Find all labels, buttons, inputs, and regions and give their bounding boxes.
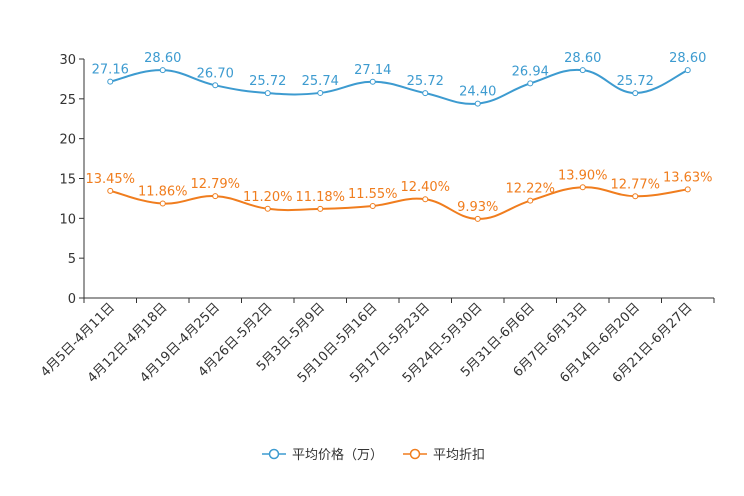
data-point[interactable] xyxy=(107,78,114,85)
axes: 0510152025304月5日-4月11日4月12日-4月18日4月19日-4… xyxy=(38,53,715,386)
data-label: 9.93% xyxy=(457,200,498,215)
data-label: 13.63% xyxy=(663,170,713,185)
data-label: 12.79% xyxy=(190,177,240,192)
legend-label: 平均折扣 xyxy=(433,448,485,463)
data-point[interactable] xyxy=(474,215,481,222)
data-label: 12.40% xyxy=(400,180,450,195)
data-label: 11.86% xyxy=(138,185,188,200)
legend: 平均价格（万） 平均折扣 xyxy=(262,447,485,463)
y-tick-label: 30 xyxy=(59,53,76,68)
data-point[interactable] xyxy=(317,205,324,212)
data-label: 11.20% xyxy=(243,190,293,205)
data-label: 24.40 xyxy=(459,85,496,100)
data-label: 11.18% xyxy=(295,190,345,205)
data-label: 13.45% xyxy=(85,172,135,187)
legend-item-1[interactable]: 平均价格（万） xyxy=(262,447,383,463)
data-label: 27.14 xyxy=(354,63,391,78)
data-point[interactable] xyxy=(369,78,376,85)
data-label: 12.22% xyxy=(505,182,555,197)
legend-marker-icon xyxy=(409,448,421,460)
data-point[interactable] xyxy=(684,186,691,193)
data-point[interactable] xyxy=(632,90,639,97)
series-2: 13.45%11.86% 12.79%11.20% 11.18% 11.55% 12.4… xyxy=(85,168,713,222)
data-point[interactable] xyxy=(422,196,429,203)
data-point[interactable] xyxy=(474,100,481,107)
y-tick-label: 25 xyxy=(59,93,76,108)
data-point[interactable] xyxy=(527,80,534,87)
data-label: 11.55% xyxy=(348,187,398,202)
data-point[interactable] xyxy=(317,89,324,96)
legend-marker-icon xyxy=(268,448,280,460)
series-layer: 27.16 28.60 26.70 25.72 25.74 27.14 25.72 24.40… xyxy=(85,51,713,222)
data-label: 25.72 xyxy=(407,74,444,89)
data-point[interactable] xyxy=(159,200,166,207)
legend-item-2[interactable]: 平均折扣 xyxy=(403,448,485,463)
data-point[interactable] xyxy=(684,67,691,74)
data-point[interactable] xyxy=(369,202,376,209)
data-label: 28.60 xyxy=(669,51,706,66)
data-point[interactable] xyxy=(107,187,114,194)
data-label: 25.72 xyxy=(249,74,286,89)
y-tick-label: 0 xyxy=(68,292,76,307)
data-point[interactable] xyxy=(212,82,219,89)
data-point[interactable] xyxy=(212,193,219,200)
data-point[interactable] xyxy=(579,67,586,74)
data-point[interactable] xyxy=(264,90,271,97)
y-tick-label: 20 xyxy=(59,133,76,148)
data-label: 26.94 xyxy=(512,64,549,79)
y-tick-label: 10 xyxy=(59,212,76,227)
data-label: 25.74 xyxy=(302,74,339,89)
data-label: 28.60 xyxy=(564,51,601,66)
data-point[interactable] xyxy=(159,67,166,74)
series-line xyxy=(110,186,688,220)
data-label: 12.77% xyxy=(610,177,660,192)
data-label: 25.72 xyxy=(617,74,654,89)
data-point[interactable] xyxy=(422,90,429,97)
data-point[interactable] xyxy=(579,184,586,191)
legend-label: 平均价格（万） xyxy=(292,447,383,463)
data-point[interactable] xyxy=(632,193,639,200)
series-line xyxy=(110,68,689,105)
data-point[interactable] xyxy=(264,205,271,212)
data-label: 28.60 xyxy=(144,51,181,66)
data-label: 13.90% xyxy=(558,168,608,183)
data-label: 26.70 xyxy=(197,66,234,81)
data-point[interactable] xyxy=(527,197,534,204)
y-tick-label: 15 xyxy=(59,173,76,188)
y-tick-label: 5 xyxy=(68,252,76,267)
series-1: 27.16 28.60 26.70 25.72 25.74 27.14 25.72 24.40… xyxy=(92,51,706,107)
data-label: 27.16 xyxy=(92,63,129,78)
